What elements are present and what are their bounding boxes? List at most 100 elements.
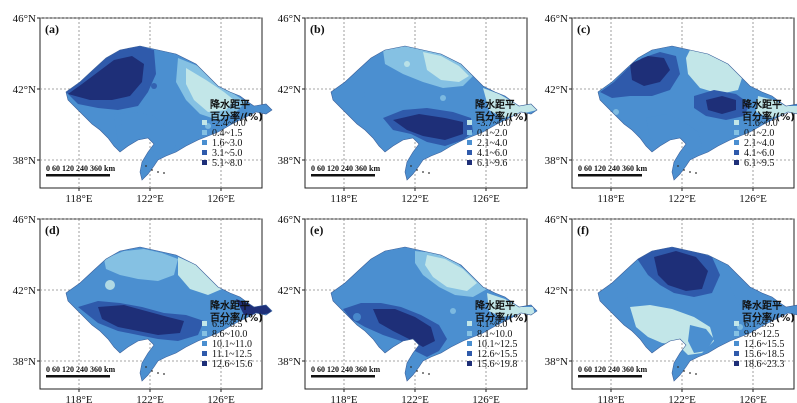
province-outline bbox=[597, 246, 797, 382]
precip-region bbox=[630, 56, 670, 86]
lon-label: 122°E bbox=[668, 394, 696, 403]
island-dot bbox=[683, 169, 685, 171]
precip-region bbox=[104, 249, 178, 281]
legend-class-label: 5.1~8.0 bbox=[212, 158, 242, 169]
lon-label: 118°E bbox=[597, 193, 624, 205]
island-dot bbox=[157, 372, 159, 374]
map-panel-d: 46°N 42°N 38°N 118°E 122°E 126°E (d) 0 60 120 2… bbox=[13, 214, 273, 403]
lon-label: 122°E bbox=[136, 394, 164, 403]
lon-label: 122°E bbox=[401, 193, 429, 205]
legend-swatch bbox=[202, 130, 207, 135]
legend-class-label: -3.7~0.0 bbox=[477, 118, 511, 129]
lat-label: 38°N bbox=[545, 155, 568, 167]
precip-region bbox=[654, 251, 708, 291]
scale-bar-label: 0 60 120 240 360 km bbox=[311, 365, 380, 374]
scale-bar bbox=[46, 174, 110, 177]
precip-region bbox=[483, 88, 537, 118]
panel-label: (f) bbox=[577, 223, 589, 237]
lon-label: 126°E bbox=[739, 394, 767, 403]
legend-swatch bbox=[467, 351, 472, 356]
station-anomaly-blob bbox=[114, 118, 122, 126]
legend-class-label: 10.1~11.0 bbox=[212, 339, 252, 350]
map-panel-f: 46°N 42°N 38°N 118°E 122°E 126°E (f) 0 60 120 2… bbox=[545, 214, 797, 403]
station-anomaly-blob bbox=[675, 101, 681, 107]
legend-title: 降水距平 bbox=[210, 98, 250, 111]
precip-region bbox=[730, 269, 797, 319]
legend-swatch bbox=[202, 150, 207, 155]
lat-label: 38°N bbox=[545, 356, 568, 368]
precip-region bbox=[423, 52, 469, 82]
lat-label: 38°N bbox=[278, 356, 301, 368]
island-dot bbox=[416, 370, 418, 372]
legend-swatch bbox=[467, 130, 472, 135]
station-anomaly-blob bbox=[105, 280, 115, 290]
legend-swatch bbox=[467, 140, 472, 145]
precip-region bbox=[373, 309, 435, 347]
legend-class-label: 6.1~9.5 bbox=[744, 158, 774, 169]
precip-region bbox=[68, 56, 144, 100]
legend-class-label: 15.6~19.8 bbox=[477, 359, 517, 370]
precip-region bbox=[706, 96, 736, 114]
legend-class-label: 4.1~8.0 bbox=[477, 319, 507, 330]
legend-swatch bbox=[467, 321, 472, 326]
precip-region bbox=[686, 50, 742, 94]
legend-swatch bbox=[734, 120, 739, 125]
legend-class-label: 8.1~10.0 bbox=[477, 329, 512, 340]
legend-swatch bbox=[202, 341, 207, 346]
precip-region bbox=[688, 325, 714, 353]
island-dot bbox=[151, 169, 153, 171]
panel-label: (d) bbox=[45, 223, 60, 237]
lat-label: 38°N bbox=[13, 155, 36, 167]
lon-label: 122°E bbox=[668, 193, 696, 205]
station-anomaly-blob bbox=[613, 109, 619, 115]
island-dot bbox=[145, 366, 147, 368]
province-fill bbox=[331, 247, 537, 381]
lon-label: 118°E bbox=[65, 394, 92, 403]
legend-class-label: 6.1~9.6 bbox=[477, 158, 507, 169]
island-dot bbox=[695, 373, 697, 375]
precip-region bbox=[425, 255, 477, 291]
legend-swatch bbox=[734, 321, 739, 326]
scale-bar-label: 0 60 120 240 360 km bbox=[46, 164, 115, 173]
legend-swatch bbox=[202, 120, 207, 125]
lat-label: 38°N bbox=[13, 356, 36, 368]
station-anomaly-blob bbox=[151, 83, 157, 89]
legend-swatch bbox=[734, 331, 739, 336]
legend-class-label: 9.6~12.5 bbox=[744, 329, 779, 340]
lon-label: 118°E bbox=[65, 193, 92, 205]
legend-class-label: 3.1~5.0 bbox=[212, 148, 242, 159]
legend-swatch bbox=[734, 351, 739, 356]
legend-title: 降水距平 bbox=[475, 98, 515, 111]
legend-title: 百分率/(%) bbox=[742, 110, 795, 123]
island-dot bbox=[689, 372, 691, 374]
island-dot bbox=[695, 172, 697, 174]
panel-label: (e) bbox=[310, 223, 323, 237]
legend-swatch bbox=[467, 341, 472, 346]
legend-swatch bbox=[467, 120, 472, 125]
island-dot bbox=[410, 366, 412, 368]
station-anomaly-blob bbox=[184, 299, 192, 307]
legend-class-label: 6.1~9.5 bbox=[744, 319, 774, 330]
legend-class-label: 4.1~6.0 bbox=[744, 148, 774, 159]
legend-title: 百分率/(%) bbox=[210, 110, 263, 123]
lat-label: 42°N bbox=[278, 84, 301, 96]
legend-swatch bbox=[467, 331, 472, 336]
island-dot bbox=[422, 372, 424, 374]
legend-swatch bbox=[734, 140, 739, 145]
station-anomaly-blob bbox=[357, 90, 365, 98]
lon-label: 122°E bbox=[401, 394, 429, 403]
lat-label: 42°N bbox=[13, 84, 36, 96]
map-panel-a: 46°N 42°N 38°N 118°E 122°E 126°E (a) 0 60 120 2… bbox=[13, 13, 273, 205]
legend-class-label: 0.4~1.5 bbox=[212, 128, 242, 139]
lat-label: 46°N bbox=[13, 214, 36, 226]
map-panel-e: 46°N 42°N 38°N 118°E 122°E 126°E (e) 0 60 120 2… bbox=[278, 214, 538, 403]
lat-label: 42°N bbox=[278, 285, 301, 297]
scale-bar-label: 0 60 120 240 360 km bbox=[46, 365, 115, 374]
island-dot bbox=[410, 165, 412, 167]
map-panel-c: 46°N 42°N 38°N 118°E 122°E 126°E (c) 0 60 120 2… bbox=[545, 13, 797, 205]
panel-label: (a) bbox=[45, 22, 59, 36]
legend-swatch bbox=[467, 361, 472, 366]
scale-bar bbox=[311, 375, 375, 378]
province-outline bbox=[330, 246, 538, 382]
island-dot bbox=[145, 165, 147, 167]
